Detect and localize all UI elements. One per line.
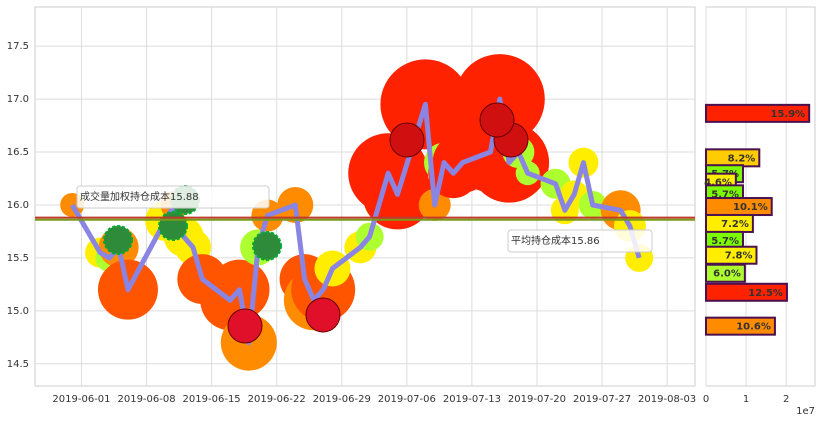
y-tick-label: 14.5	[7, 359, 29, 370]
fruit-icon	[479, 102, 515, 138]
fruit-icon	[389, 122, 425, 158]
annotation-box	[76, 185, 270, 209]
bar	[705, 103, 811, 123]
y-tick-label: 17.5	[7, 41, 29, 52]
bar-label: 6.0%	[713, 269, 741, 280]
fruit-icon	[103, 225, 133, 255]
x-tick-label: 2019-07-13	[443, 394, 501, 405]
bar-label: 7.8%	[725, 251, 753, 262]
x-tick-label: 2	[783, 394, 789, 405]
y-tick-label: 16.5	[7, 147, 29, 158]
bar-label: 5.7%	[711, 189, 739, 200]
bar	[705, 282, 788, 302]
bar-label: 5.7%	[711, 236, 739, 247]
x-tick-label: 2019-07-20	[508, 394, 566, 405]
x-tick-label: 1	[743, 394, 749, 405]
x-tick-label: 2019-07-27	[573, 394, 631, 405]
x-tick-label: 2019-06-01	[52, 394, 110, 405]
x-tick-label: 2019-07-06	[378, 394, 436, 405]
annotation: 平均持仓成本15.86	[511, 234, 600, 247]
x-tick-label: 2019-06-15	[183, 394, 241, 405]
x-tick-label: 2019-06-29	[313, 394, 371, 405]
bar-label: 12.5%	[748, 288, 783, 299]
price-line	[70, 96, 642, 346]
y-tick-label: 15.0	[7, 306, 29, 317]
annotation-box	[507, 229, 653, 253]
fruit-icon	[158, 211, 188, 241]
annotation: 成交量加权持仓成本15.88	[80, 190, 199, 203]
bar-label: 10.1%	[733, 202, 768, 213]
bar-label: 7.2%	[721, 219, 749, 230]
y-tick-label: 17.0	[7, 94, 29, 105]
bar	[705, 316, 776, 336]
bar-label: 15.9%	[770, 109, 805, 120]
x-tick-label: 2019-06-22	[248, 394, 306, 405]
bar-label: 8.2%	[728, 153, 756, 164]
bar	[705, 263, 746, 283]
fruit-icon	[305, 297, 341, 333]
x-tick-label: 0	[703, 394, 709, 405]
bar-label: 10.6%	[736, 322, 771, 333]
fruit-icon	[227, 308, 263, 344]
axis-offset: 1e7	[796, 406, 815, 417]
y-tick-label: 16.0	[7, 200, 29, 211]
x-tick-label: 2019-08-03	[638, 394, 696, 405]
fruit-icon	[252, 231, 282, 261]
bar-label: 4.6%	[704, 178, 732, 189]
y-tick-label: 15.5	[7, 253, 29, 264]
x-tick-label: 2019-06-08	[117, 394, 175, 405]
